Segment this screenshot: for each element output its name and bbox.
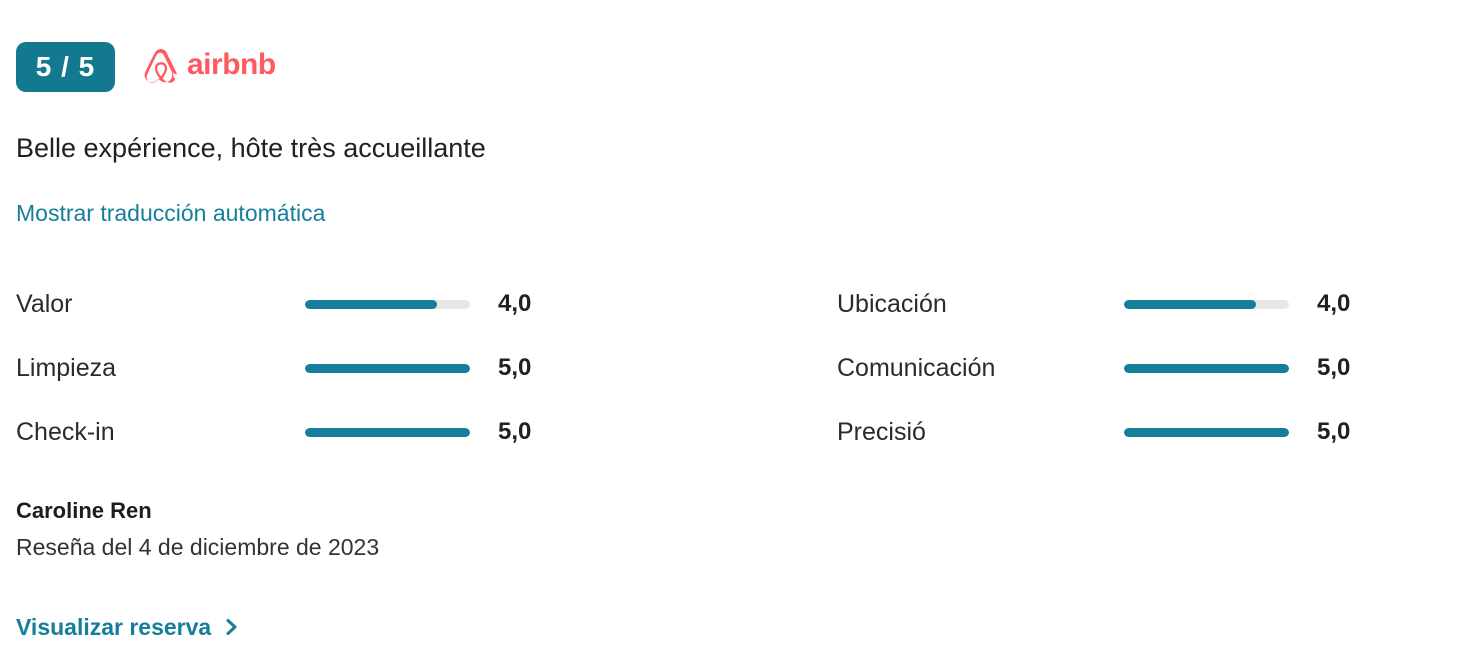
rating-row: Ubicación 4,0 [837, 284, 1372, 324]
chevron-right-icon [226, 619, 237, 635]
review-title: Belle expérience, hôte très accueillante [16, 133, 486, 163]
rating-bar [305, 363, 470, 373]
rating-bar-fill [1124, 299, 1256, 309]
rating-label: Precisió [837, 417, 926, 446]
rating-row: Check-in 5,0 [16, 412, 553, 452]
rating-label: Valor [16, 289, 73, 318]
review-date: Reseña del 4 de diciembre de 2023 [16, 534, 380, 560]
rating-label: Limpieza [16, 353, 117, 382]
review-header: 5 / 5 airbnb [16, 42, 1458, 92]
show-translation-link[interactable]: Mostrar traducción automática [16, 200, 326, 226]
rating-value: 5,0 [498, 354, 532, 381]
rating-value: 4,0 [1317, 290, 1351, 317]
rating-row: Precisió 5,0 [837, 412, 1372, 452]
rating-row: Valor 4,0 [16, 284, 553, 324]
rating-value: 5,0 [1317, 354, 1351, 381]
rating-value: 5,0 [1317, 418, 1351, 445]
airbnb-wordmark: airbnb [187, 48, 276, 81]
rating-label: Check-in [16, 417, 115, 446]
rating-bar [1124, 427, 1289, 437]
rating-bar-fill [1124, 363, 1289, 373]
rating-row: Comunicación 5,0 [837, 348, 1372, 388]
rating-row: Limpieza 5,0 [16, 348, 553, 388]
rating-bar [305, 427, 470, 437]
score-badge: 5 / 5 [16, 42, 115, 92]
rating-label: Ubicación [837, 289, 947, 318]
rating-bar-fill [305, 299, 437, 309]
author-name: Caroline Ren [16, 498, 152, 523]
airbnb-belo-icon [144, 49, 178, 83]
rating-label: Comunicación [837, 353, 996, 382]
rating-bar [305, 299, 470, 309]
rating-bar [1124, 299, 1289, 309]
view-booking-label: Visualizar reserva [16, 614, 212, 640]
rating-value: 4,0 [498, 290, 532, 317]
rating-bar-fill [305, 427, 470, 437]
channel-logo: airbnb [143, 48, 276, 85]
rating-value: 5,0 [498, 418, 532, 445]
ratings-grid: Valor 4,0 Limpieza 5,0 Check-in 5,0 Ubicación 4… [16, 284, 1458, 452]
rating-bar [1124, 363, 1289, 373]
view-booking-link[interactable]: Visualizar reserva [16, 610, 240, 644]
rating-bar-fill [305, 363, 470, 373]
rating-bar-fill [1124, 427, 1289, 437]
